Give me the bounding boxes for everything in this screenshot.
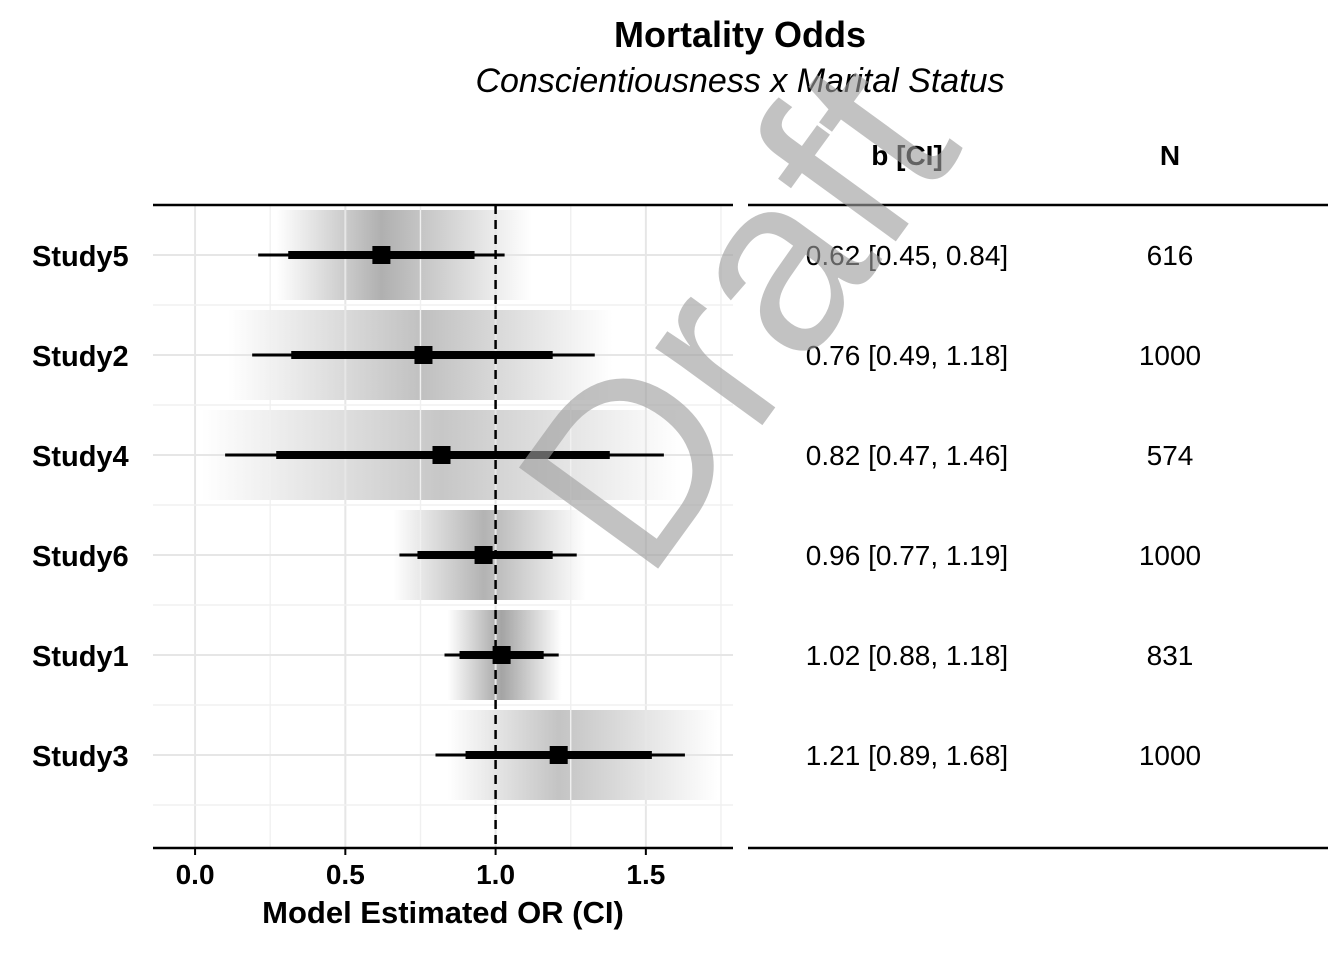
column-header: N [1160,140,1180,171]
row-label: Study2 [32,341,129,373]
row-label: Study1 [32,641,129,673]
x-tick-label: 0.0 [176,859,215,890]
row-label: Study6 [32,541,129,573]
ci-cell: 1.02 [0.88, 1.18] [806,640,1008,671]
n-cell: 1000 [1139,540,1201,571]
column-header: b [CI] [871,140,943,171]
x-tick-label: 0.5 [326,859,365,890]
ci-cell: 0.82 [0.47, 1.46] [806,440,1008,471]
ci-cell: 0.62 [0.45, 0.84] [806,240,1008,271]
chart-subtitle: Conscientiousness x Marital Status [475,62,1005,100]
results-table: b [CI] N 0.62 [0.45, 0.84] 616 0.76 [0.49, 1… [748,140,1328,850]
x-tick-label: 1.5 [626,859,665,890]
ci-cell: 0.96 [0.77, 1.19] [806,540,1008,571]
chart-title: Mortality Odds [613,14,867,55]
row-label: Study4 [32,441,129,473]
point-estimate [414,346,433,364]
row-label: Study5 [32,241,129,273]
n-cell: 831 [1147,640,1194,671]
point-estimate [474,546,493,564]
point-estimate [372,246,391,264]
point-estimate [432,446,451,464]
row-labels: Study5 Study2 Study4 Study6 Study1 Study3 [32,241,129,773]
row-label: Study3 [32,741,129,773]
n-cell: 1000 [1139,740,1201,771]
n-cell: 574 [1147,440,1194,471]
interval-marks [225,205,685,848]
ci-cell: 1.21 [0.89, 1.68] [806,740,1008,771]
point-estimate [549,746,568,764]
n-cell: 616 [1147,240,1194,271]
point-estimate [492,646,511,664]
x-axis-label: Model Estimated OR (CI) [262,895,624,930]
n-cell: 1000 [1139,340,1201,371]
x-tick-label: 1.0 [476,859,515,890]
ci-cell: 0.76 [0.49, 1.18] [806,340,1008,371]
